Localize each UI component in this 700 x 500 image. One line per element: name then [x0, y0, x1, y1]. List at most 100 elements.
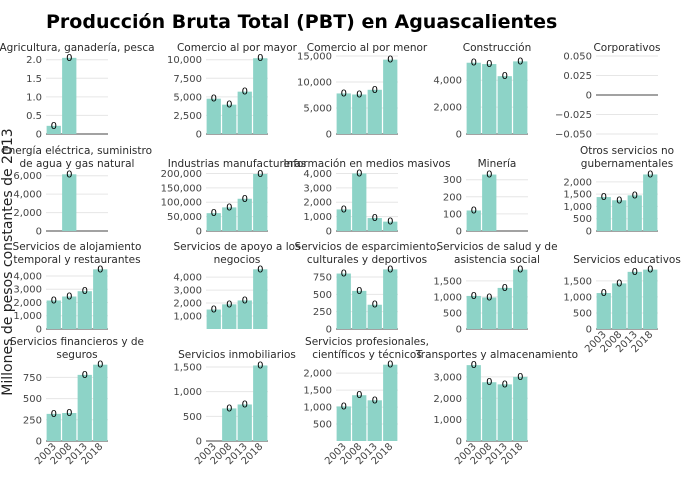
bar-label: 0	[242, 295, 248, 306]
panel-title: Comercio al por mayor	[177, 42, 298, 54]
bar-label: 0	[372, 213, 378, 224]
y-tick-label: 0	[196, 437, 202, 448]
panel-title: Construcción	[463, 42, 532, 54]
y-tick-label: 500	[573, 214, 592, 225]
y-tick-label: 0.050	[563, 52, 592, 63]
bar-label: 0	[471, 58, 477, 69]
bar	[643, 174, 658, 231]
bar-label: 0	[372, 85, 378, 96]
bar-label: 0	[242, 399, 248, 410]
y-tick-label: 0	[196, 130, 202, 141]
y-tick-label: 7,500	[173, 74, 202, 85]
y-tick-label: 1,000	[13, 311, 42, 322]
bar	[513, 376, 528, 441]
bar	[222, 408, 237, 441]
y-tick-label: 4,000	[433, 76, 462, 87]
y-tick-label: 10,000	[167, 55, 202, 66]
bar	[253, 174, 268, 231]
bar	[237, 404, 252, 441]
bar-label: 0	[66, 292, 72, 303]
bar-label: 0	[242, 87, 248, 98]
bar-label: 0	[51, 409, 57, 420]
bar	[367, 304, 382, 329]
bar	[367, 89, 382, 134]
y-tick-label: 2,000	[173, 299, 202, 310]
bar-label: 0	[387, 264, 393, 275]
bar-label: 0	[341, 401, 347, 412]
y-tick-label: 0	[456, 130, 462, 141]
bar	[93, 269, 108, 329]
y-tick-label: 250	[313, 307, 332, 318]
bar-label: 0	[51, 295, 57, 306]
bar	[482, 64, 497, 134]
bar	[352, 290, 367, 329]
panel-title: de agua y gas natural	[20, 158, 135, 170]
y-tick-label: 3,000	[433, 372, 462, 383]
bar-label: 0	[502, 283, 508, 294]
panel-title: seguros	[56, 349, 97, 361]
y-tick-label: 1,000	[173, 312, 202, 323]
bar-label: 0	[517, 265, 523, 276]
y-tick-label: 0	[36, 325, 42, 336]
bar	[367, 400, 382, 441]
bar	[253, 58, 268, 134]
bar-label: 0	[486, 170, 492, 181]
y-tick-label: 1.5	[26, 74, 42, 85]
bar-label: 0	[66, 169, 72, 180]
bar	[643, 269, 658, 329]
bar-label: 0	[471, 291, 477, 302]
bar	[497, 287, 512, 329]
y-tick-label: 4,000	[303, 169, 332, 180]
y-tick-label: 200	[443, 192, 462, 203]
y-tick-label: −0.025	[555, 110, 592, 121]
bar	[627, 195, 642, 231]
y-tick-label: 2.0	[26, 55, 42, 66]
bar-label: 0	[257, 53, 263, 64]
bar	[596, 293, 611, 329]
panel: Servicios de esparcimiento,culturales y …	[295, 241, 440, 336]
bar-label: 0	[341, 88, 347, 99]
bar	[336, 209, 351, 231]
y-tick-label: 1,500	[303, 386, 332, 397]
y-tick-label: 3,000	[13, 285, 42, 296]
bar-label: 0	[226, 100, 232, 111]
panel-title: Industrias manufactureras	[168, 158, 307, 170]
panel: Información en medios masivos01,0002,000…	[284, 158, 451, 238]
panel: Comercio al por mayor02,5005,0007,50010,…	[167, 42, 298, 141]
y-tick-label: 1,500	[433, 276, 462, 287]
bar	[596, 197, 611, 231]
bar-label: 0	[82, 370, 88, 381]
y-tick-label: 1,000	[563, 292, 592, 303]
bar-label: 0	[211, 94, 217, 105]
bar-label: 0	[66, 408, 72, 419]
bar-label: 0	[66, 53, 72, 64]
panel-title: Servicios de salud y de	[436, 241, 557, 253]
y-tick-label: 3,000	[303, 183, 332, 194]
bar-label: 0	[517, 56, 523, 67]
panel-title: Comercio al por menor	[307, 42, 428, 54]
bar	[352, 94, 367, 134]
panel-title: Agricultura, ganadería, pesca	[0, 42, 155, 54]
y-tick-label: 0	[326, 130, 332, 141]
y-tick-label: 100,000	[161, 198, 202, 209]
bar	[62, 174, 77, 231]
bar-label: 0	[242, 194, 248, 205]
bar	[237, 198, 252, 231]
y-tick-label: 2,000	[13, 208, 42, 219]
bar-label: 0	[372, 395, 378, 406]
bar-label: 0	[257, 169, 263, 180]
bar	[62, 57, 77, 134]
bar-label: 0	[257, 264, 263, 275]
bar-label: 0	[356, 390, 362, 401]
bar-label: 0	[647, 265, 653, 276]
y-tick-label: 2,000	[13, 298, 42, 309]
bar	[466, 210, 481, 231]
y-tick-label: 15,000	[297, 52, 332, 63]
panel-title: Información en medios masivos	[284, 158, 451, 170]
y-axis-label: Millones de pesos constantes de 2013	[0, 128, 16, 395]
bar-label: 0	[82, 286, 88, 297]
y-tick-label: 10,000	[297, 78, 332, 89]
panel: Servicios financieros y deseguros0250500…	[10, 336, 144, 467]
